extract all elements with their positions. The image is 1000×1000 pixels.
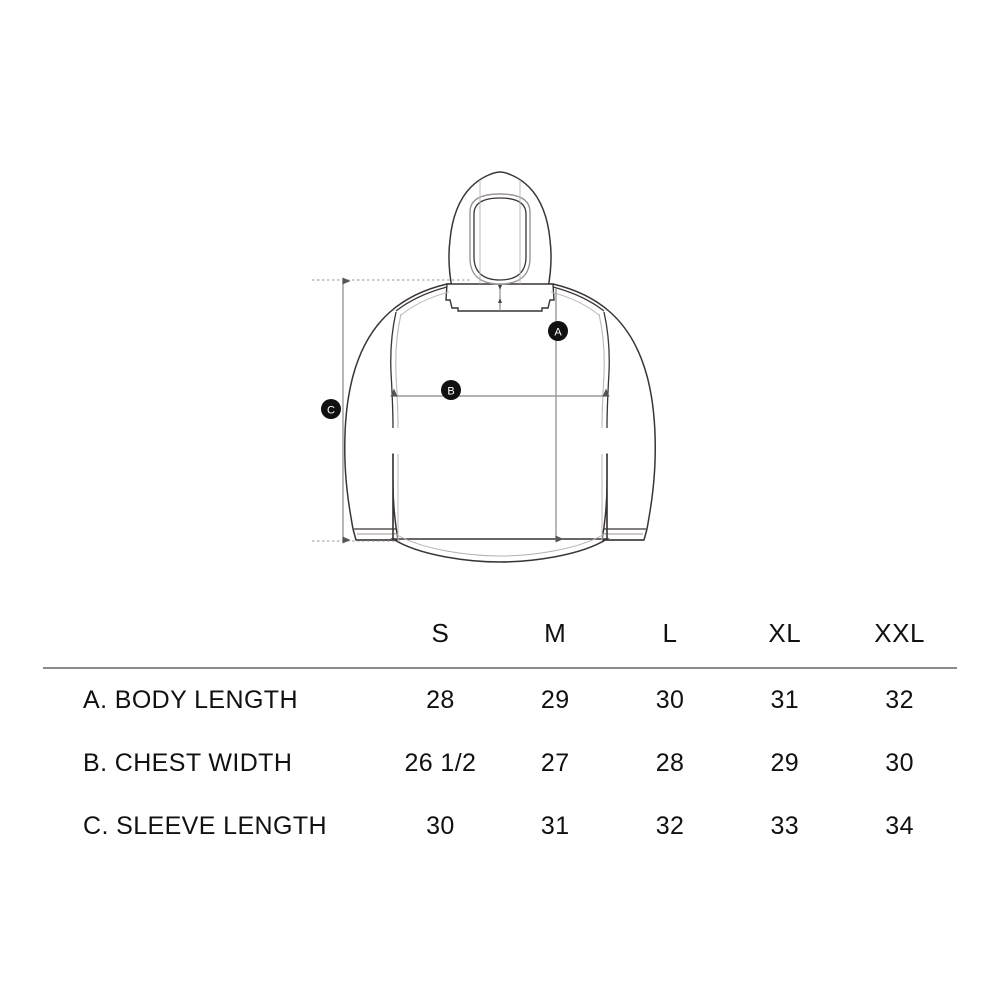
row-label-body-length: A. BODY LENGTH — [83, 686, 298, 714]
table-row: C. SLEEVE LENGTH 30 31 32 33 34 — [43, 795, 957, 858]
size-table-container: S M L XL XXL A. BODY LENGTH 28 29 30 31 … — [43, 612, 957, 858]
size-chart-table: S M L XL XXL A. BODY LENGTH 28 29 30 31 … — [43, 612, 957, 858]
cell-sleeve-length-m: 31 — [540, 812, 570, 840]
marker-b-circle — [441, 380, 461, 400]
row-label-chest-width: B. CHEST WIDTH — [83, 749, 293, 777]
cell-chest-width-s: 26 1/2 — [404, 749, 477, 777]
raglan-seam-right — [552, 286, 605, 312]
drawcord-tip-bottom — [498, 298, 502, 303]
cell-chest-width-xl: 29 — [770, 749, 800, 777]
row-label-sleeve-length: C. SLEEVE LENGTH — [83, 812, 327, 840]
marker-c: C — [321, 399, 341, 419]
hem-topstitch — [393, 532, 607, 557]
garment-outline — [344, 171, 656, 563]
measurement-header — [43, 612, 383, 669]
cell-body-length-m: 29 — [540, 686, 570, 714]
marker-c-circle — [321, 399, 341, 419]
header-row: S M L XL XXL — [43, 612, 957, 669]
garment-flat-svg: A B C — [312, 171, 656, 563]
marker-b-label: B — [447, 386, 454, 398]
marker-b: B — [441, 380, 461, 400]
cell-sleeve-length-s: 30 — [426, 812, 455, 840]
body-silhouette — [344, 283, 656, 541]
garment-illustration: A B C — [312, 171, 656, 563]
cell-sleeve-length-l: 32 — [655, 812, 685, 840]
armhole-seam-right-shadow — [598, 313, 605, 429]
table-row: B. CHEST WIDTH 26 1/2 27 28 29 30 — [43, 732, 957, 795]
size-header-xl: XL — [727, 612, 843, 669]
cell-body-length-xl: 31 — [770, 686, 800, 714]
marker-a-circle — [548, 321, 568, 341]
cell-body-length-xxl: 32 — [885, 686, 914, 714]
table-row: A. BODY LENGTH 28 29 30 31 32 — [43, 668, 957, 732]
marker-a: A — [548, 321, 568, 341]
armhole-seam-left-shadow — [395, 313, 402, 429]
marker-c-label: C — [327, 405, 335, 417]
cell-chest-width-xxl: 30 — [885, 749, 914, 777]
cell-body-length-s: 28 — [426, 686, 455, 714]
size-header-l: L — [612, 612, 728, 669]
raglan-seam-left — [395, 286, 448, 312]
cell-chest-width-l: 28 — [655, 749, 685, 777]
cell-chest-width-m: 27 — [540, 749, 570, 777]
hem-curve — [390, 538, 610, 563]
shoulder-highlight-left — [399, 291, 450, 317]
cell-sleeve-length-xl: 33 — [770, 812, 800, 840]
cell-body-length-l: 30 — [655, 686, 685, 714]
size-header-s: S — [383, 612, 498, 669]
marker-badges: A B C — [321, 321, 568, 419]
table-header: S M L XL XXL — [43, 612, 957, 669]
marker-a-label: A — [554, 327, 562, 339]
drawcord-tip-top — [498, 285, 502, 290]
armhole-seam-right — [603, 311, 610, 429]
table-body: A. BODY LENGTH 28 29 30 31 32 B. CHEST W… — [43, 668, 957, 858]
size-header-m: M — [497, 612, 613, 669]
cell-sleeve-length-xxl: 34 — [885, 812, 914, 840]
hood-face-opening-inner — [473, 197, 527, 281]
armhole-seam-left — [390, 311, 397, 429]
size-header-xxl: XXL — [842, 612, 957, 669]
